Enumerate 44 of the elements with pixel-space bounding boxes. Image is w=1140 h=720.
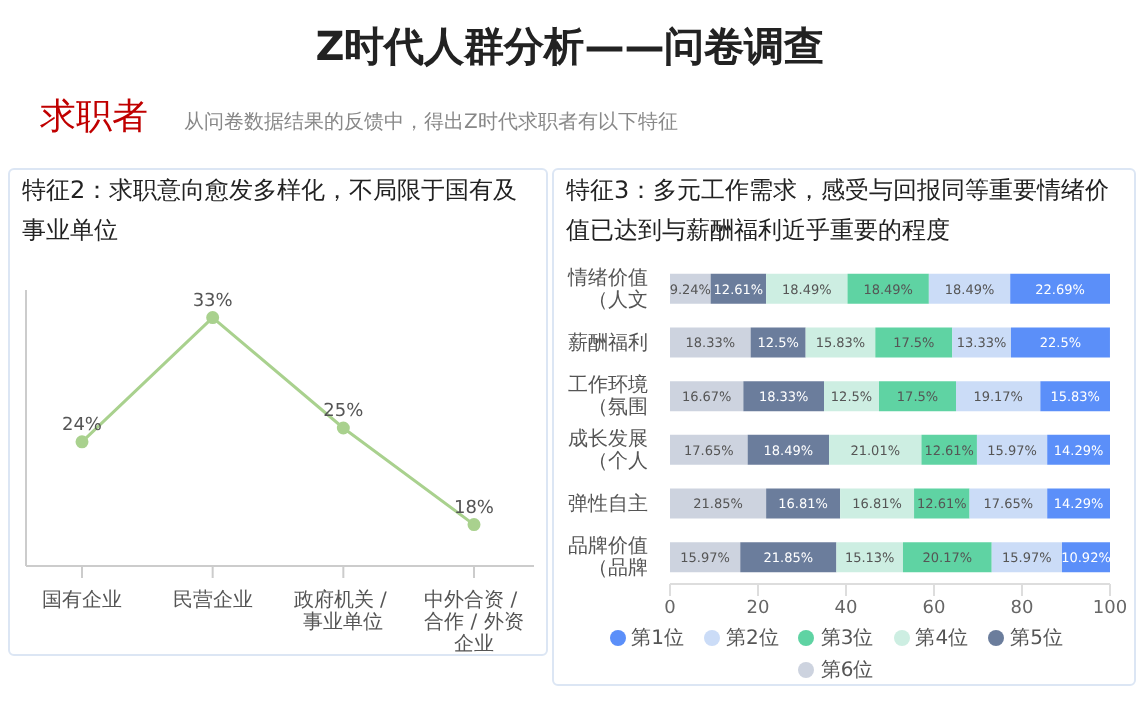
bar bbox=[902, 542, 992, 573]
x-tick-label: 80 bbox=[1010, 598, 1034, 619]
legend-label: 第1位 bbox=[629, 626, 684, 652]
bar bbox=[879, 381, 956, 412]
point bbox=[467, 518, 481, 532]
x-tick-label: 政府机关 / 事业单位 bbox=[293, 588, 394, 634]
bar bbox=[829, 434, 922, 465]
legend-label: 第3位 bbox=[818, 626, 874, 652]
bar bbox=[670, 488, 767, 519]
x-tick-label: 国有企业 bbox=[42, 588, 122, 612]
y-tick-label: 弹性自主 bbox=[568, 491, 648, 516]
x-tick-label: 民营企业 bbox=[172, 588, 253, 612]
text: Z时代人群分析——问卷调查 bbox=[313, 20, 827, 74]
bar bbox=[875, 327, 953, 358]
text: 求职者 bbox=[40, 94, 148, 140]
y-tick-label: 成长发展（个人 bbox=[568, 426, 648, 473]
bar bbox=[1010, 327, 1110, 358]
legend-label: 第6位 bbox=[818, 658, 874, 684]
x-tick-label: 中外合资 / 合作 / 外资企业 bbox=[424, 588, 524, 656]
y-tick-label: 品牌价值（品牌 bbox=[568, 534, 648, 581]
x-tick-label: 40 bbox=[834, 598, 858, 619]
chart-title: 特征3：多元工作需求，感受与回报同等重要情绪价值已达到与薪酬福利近乎重要的程度 bbox=[564, 174, 1112, 248]
legend-label: 第4位 bbox=[913, 626, 969, 652]
x-tick-label: 0 bbox=[664, 598, 677, 619]
data-label: 33% bbox=[192, 291, 234, 312]
y-tick-label: 情绪价值（人文 bbox=[566, 265, 648, 312]
y-tick-label: 薪酬福利 bbox=[568, 330, 648, 355]
x-tick-label: 100 bbox=[1092, 598, 1128, 619]
data-label: 18% bbox=[453, 498, 495, 519]
point bbox=[206, 311, 220, 325]
bar bbox=[1010, 273, 1110, 304]
data-label: 24% bbox=[61, 415, 103, 436]
legend-label: 第5位 bbox=[1008, 626, 1063, 652]
legend-label: 第2位 bbox=[723, 626, 779, 652]
x-tick-label: 60 bbox=[922, 598, 946, 619]
data-label: 25% bbox=[323, 402, 365, 422]
bar bbox=[956, 381, 1041, 412]
bar bbox=[740, 542, 837, 573]
x-tick-label: 20 bbox=[746, 598, 770, 619]
text: 从问卷数据结果的反馈中，得出Z时代求职者有以下特征 bbox=[184, 109, 678, 136]
chart-title: 特征2：求职意向愈发多样化，不局限于国有及事业单位 bbox=[20, 174, 520, 248]
y-tick-label: 工作环境（氛围 bbox=[568, 373, 648, 420]
point bbox=[336, 421, 350, 435]
point bbox=[75, 435, 89, 449]
